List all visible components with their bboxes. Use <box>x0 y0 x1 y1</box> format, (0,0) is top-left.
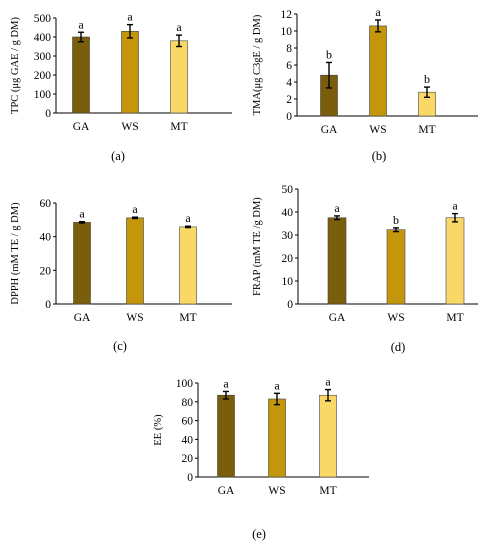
significance-letter: a <box>127 10 133 24</box>
y-tick-label: 40 <box>40 232 52 244</box>
y-tick-label: 10 <box>281 26 293 38</box>
x-tick-label: GA <box>73 121 90 133</box>
y-tick-label: 40 <box>182 434 194 446</box>
y-axis-label: FRAP (mM TE /g DM) <box>252 197 263 296</box>
significance-letter: a <box>334 201 340 215</box>
significance-letter: a <box>79 207 85 221</box>
x-tick-label: GA <box>329 312 346 324</box>
x-tick-label: GA <box>321 124 338 136</box>
y-tick-label: 8 <box>286 43 292 55</box>
y-tick-label: 12 <box>281 9 293 21</box>
x-tick-label: MT <box>446 312 463 324</box>
y-tick-label: 500 <box>34 13 52 25</box>
y-tick-label: 20 <box>282 253 294 265</box>
y-tick-label: 100 <box>34 89 52 101</box>
significance-letter: b <box>326 47 332 61</box>
bar-ws <box>268 398 286 478</box>
x-tick-label: MT <box>179 312 196 324</box>
x-tick-label: MT <box>319 485 336 497</box>
bar-mt <box>179 226 197 305</box>
x-tick-label: WS <box>121 121 138 133</box>
y-tick-label: 300 <box>34 51 52 63</box>
panel-caption: (e) <box>252 527 266 541</box>
significance-letter: a <box>223 376 229 390</box>
y-tick-label: 80 <box>182 397 194 409</box>
bar-ws <box>126 217 144 305</box>
y-tick-label: 20 <box>182 453 194 465</box>
y-tick-label: 6 <box>286 60 292 72</box>
y-tick-label: 200 <box>34 70 52 82</box>
significance-letter: a <box>176 20 182 34</box>
y-tick-label: 0 <box>45 299 51 311</box>
significance-letter: a <box>78 17 84 31</box>
y-tick-label: 40 <box>282 207 294 219</box>
y-tick-label: 50 <box>282 184 294 196</box>
bar-ws <box>121 30 139 114</box>
y-tick-label: 10 <box>282 276 294 288</box>
significance-letter: a <box>274 378 280 392</box>
significance-letter: b <box>424 72 430 86</box>
bar-ga <box>72 36 90 114</box>
y-tick-label: 30 <box>282 230 294 242</box>
y-tick-label: 0 <box>286 111 292 123</box>
y-axis-label: EE (%) <box>153 414 164 446</box>
panel-caption: (a) <box>111 149 125 163</box>
x-tick-label: MT <box>170 121 187 133</box>
bar-ws <box>386 229 406 305</box>
significance-letter: a <box>452 199 458 213</box>
y-tick-label: 0 <box>187 472 193 484</box>
bar-mt <box>445 217 465 305</box>
y-tick-label: 400 <box>34 32 52 44</box>
y-tick-label: 2 <box>286 94 292 106</box>
significance-letter: a <box>375 5 381 19</box>
y-tick-label: 100 <box>176 378 194 390</box>
y-tick-label: 60 <box>182 416 194 428</box>
significance-letter: a <box>185 211 191 225</box>
y-axis-label: TMA(μg C3gE / g DM) <box>252 14 263 115</box>
x-tick-label: WS <box>369 124 386 136</box>
significance-letter: a <box>325 375 331 389</box>
y-tick-label: 4 <box>286 77 292 89</box>
x-tick-label: GA <box>74 312 91 324</box>
x-tick-label: GA <box>218 485 235 497</box>
panel-caption: (c) <box>113 339 127 353</box>
panel-caption: (d) <box>391 340 406 354</box>
x-tick-label: WS <box>126 312 143 324</box>
bar-mt <box>319 394 337 478</box>
bar-ga <box>327 217 347 305</box>
bar-ga <box>73 222 91 305</box>
x-tick-label: WS <box>268 485 285 497</box>
y-tick-label: 20 <box>40 265 52 277</box>
bar-ga <box>217 394 235 478</box>
y-tick-label: 0 <box>287 299 293 311</box>
significance-letter: a <box>132 202 138 216</box>
bar-mt <box>170 40 188 114</box>
y-axis-label: TPC (μg GAE / g DM) <box>10 17 21 114</box>
significance-letter: b <box>393 213 399 227</box>
bar-ws <box>369 25 387 117</box>
y-axis-label: DPPH (mM TE / g DM) <box>10 202 21 305</box>
panel-caption: (b) <box>372 149 387 163</box>
y-tick-label: 60 <box>40 198 52 210</box>
y-tick-label: 0 <box>45 108 51 120</box>
x-tick-label: WS <box>387 312 404 324</box>
x-tick-label: MT <box>418 124 435 136</box>
